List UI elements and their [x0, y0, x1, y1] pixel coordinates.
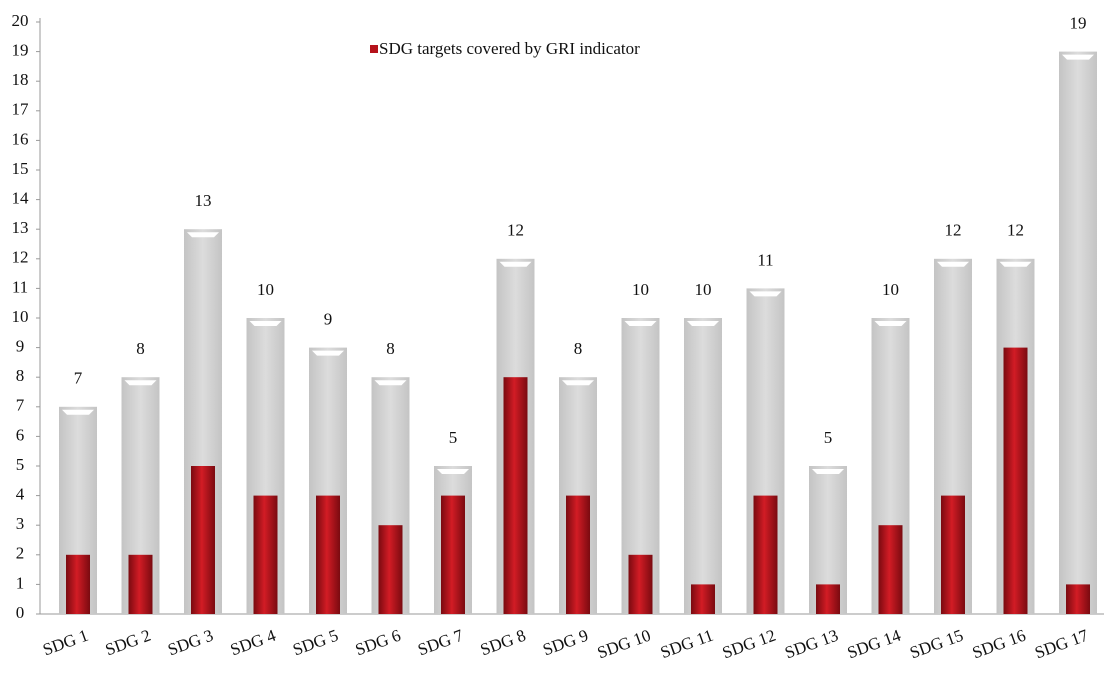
- x-tick-label: SDG 4: [228, 625, 279, 659]
- x-tick-label: SDG 2: [103, 626, 153, 660]
- x-tick-label: SDG 13: [782, 626, 840, 663]
- y-tick-label: 19: [12, 41, 29, 60]
- value-label: 8: [386, 339, 395, 358]
- bar-cap: [312, 350, 344, 356]
- y-tick-label: 8: [16, 366, 25, 385]
- y-tick-label: 20: [12, 11, 29, 30]
- bar-cap: [62, 409, 94, 415]
- legend-swatch: [370, 45, 378, 53]
- bar-cap: [937, 261, 969, 267]
- value-label: 5: [824, 428, 833, 447]
- y-tick-label: 12: [12, 248, 29, 267]
- y-tick-label: 15: [12, 159, 29, 178]
- covered-bar: [1003, 347, 1028, 614]
- y-tick-label: 3: [16, 514, 25, 533]
- x-tick-label: SDG 3: [165, 626, 215, 660]
- value-label: 11: [757, 250, 773, 269]
- bar-cap: [812, 469, 844, 474]
- x-tick-label: SDG 7: [415, 625, 466, 659]
- value-label: 10: [632, 280, 649, 299]
- x-tick-label: SDG 17: [1032, 625, 1091, 662]
- bar-cap: [249, 321, 282, 326]
- y-tick-label: 16: [12, 129, 29, 148]
- y-tick-label: 18: [12, 70, 29, 89]
- value-label: 5: [449, 428, 458, 447]
- covered-bar: [503, 377, 528, 614]
- bar-cap: [437, 469, 469, 474]
- bar-cap: [999, 261, 1032, 267]
- value-label: 10: [695, 280, 712, 299]
- legend-label: SDG targets covered by GRI indicator: [379, 39, 640, 58]
- y-tick-label: 14: [12, 189, 30, 208]
- x-tick-label: SDG 1: [40, 626, 90, 660]
- value-label: 19: [1070, 14, 1087, 33]
- value-label: 12: [507, 221, 524, 240]
- covered-bar: [941, 495, 965, 614]
- bar-cap: [374, 380, 407, 386]
- bar-cap: [499, 261, 532, 267]
- x-tick-label: SDG 15: [907, 626, 965, 663]
- y-tick-label: 13: [12, 218, 29, 237]
- value-label: 12: [945, 221, 962, 240]
- x-tick-label: SDG 11: [658, 626, 716, 663]
- bar-cap: [124, 380, 157, 386]
- bar-cap: [624, 321, 657, 326]
- x-tick-label: SDG 16: [970, 626, 1028, 663]
- covered-bar: [378, 525, 403, 614]
- covered-bar: [691, 584, 715, 614]
- y-tick-label: 2: [16, 544, 25, 563]
- covered-bar: [253, 495, 278, 614]
- total-bar: [1059, 51, 1097, 615]
- y-tick-label: 10: [12, 307, 29, 326]
- total-bar: [684, 318, 722, 614]
- x-tick-label: SDG 10: [595, 626, 653, 663]
- y-tick-label: 4: [16, 485, 25, 504]
- value-label: 12: [1007, 221, 1024, 240]
- bar-cap: [562, 380, 594, 386]
- covered-bar: [753, 495, 778, 614]
- covered-bar: [316, 495, 340, 614]
- value-label: 10: [257, 280, 274, 299]
- value-label: 7: [74, 369, 83, 388]
- x-tick-label: SDG 12: [720, 626, 778, 663]
- covered-bar: [191, 466, 215, 614]
- y-tick-label: 6: [16, 425, 25, 444]
- covered-bar: [628, 554, 653, 614]
- value-label: 13: [195, 191, 212, 210]
- y-tick-label: 17: [12, 100, 30, 119]
- y-tick-label: 0: [16, 603, 25, 622]
- bar-cap: [749, 291, 782, 297]
- y-tick-label: 9: [16, 337, 25, 356]
- covered-bar: [878, 525, 903, 614]
- covered-bar: [128, 554, 153, 614]
- covered-bar: [66, 554, 90, 614]
- value-label: 8: [574, 339, 583, 358]
- x-tick-label: SDG 5: [290, 626, 340, 660]
- bar-cap: [1062, 54, 1094, 60]
- value-label: 10: [882, 280, 899, 299]
- y-tick-label: 11: [12, 277, 28, 296]
- x-tick-label: SDG 6: [353, 626, 403, 660]
- x-tick-label: SDG 8: [478, 626, 528, 660]
- y-tick-label: 1: [16, 573, 25, 592]
- value-label: 8: [136, 339, 145, 358]
- value-label: 9: [324, 310, 333, 329]
- x-tick-label: SDG 14: [845, 625, 904, 662]
- covered-bar: [1066, 584, 1090, 614]
- covered-bar: [566, 495, 590, 614]
- bar-cap: [687, 321, 719, 326]
- covered-bar: [441, 495, 465, 614]
- y-tick-label: 5: [16, 455, 25, 474]
- bar-cap: [874, 321, 907, 326]
- y-tick-label: 7: [16, 396, 25, 415]
- x-tick-label: SDG 9: [540, 626, 590, 660]
- bar-cap: [187, 232, 219, 238]
- covered-bar: [816, 584, 840, 614]
